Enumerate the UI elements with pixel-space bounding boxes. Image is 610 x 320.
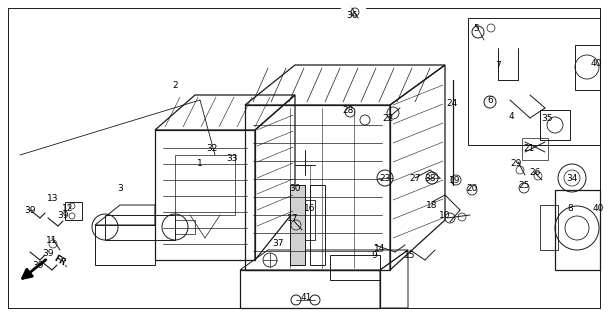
Text: 41: 41 bbox=[300, 292, 312, 301]
Text: 6: 6 bbox=[487, 95, 493, 105]
Text: 22: 22 bbox=[382, 114, 393, 123]
Text: 17: 17 bbox=[287, 213, 299, 222]
Text: FR.: FR. bbox=[52, 254, 70, 270]
Text: 16: 16 bbox=[304, 204, 316, 212]
Text: 14: 14 bbox=[375, 244, 386, 252]
Text: 38: 38 bbox=[424, 173, 436, 182]
Text: 9: 9 bbox=[371, 252, 377, 260]
Text: 26: 26 bbox=[529, 167, 540, 177]
Text: 32: 32 bbox=[206, 143, 218, 153]
Text: 29: 29 bbox=[511, 158, 522, 167]
Text: 13: 13 bbox=[47, 194, 59, 203]
Text: 24: 24 bbox=[447, 99, 458, 108]
Text: 39: 39 bbox=[24, 205, 36, 214]
Text: 23: 23 bbox=[379, 173, 390, 182]
Polygon shape bbox=[290, 185, 305, 265]
Text: 39: 39 bbox=[32, 260, 44, 269]
Text: 8: 8 bbox=[567, 204, 573, 212]
Text: 4: 4 bbox=[508, 111, 514, 121]
Text: 35: 35 bbox=[541, 114, 553, 123]
Text: 33: 33 bbox=[226, 154, 238, 163]
Text: 39: 39 bbox=[57, 211, 69, 220]
Text: 19: 19 bbox=[449, 175, 461, 185]
Text: 10: 10 bbox=[439, 211, 451, 220]
Text: 18: 18 bbox=[426, 201, 438, 210]
Text: 21: 21 bbox=[523, 143, 535, 153]
Text: 40: 40 bbox=[590, 59, 601, 68]
Text: 34: 34 bbox=[566, 173, 578, 182]
Text: 7: 7 bbox=[495, 60, 501, 69]
Text: 1: 1 bbox=[197, 158, 203, 167]
Text: 40: 40 bbox=[592, 204, 604, 212]
Text: 37: 37 bbox=[272, 238, 284, 247]
Text: 12: 12 bbox=[62, 204, 74, 212]
Text: 2: 2 bbox=[172, 81, 178, 90]
Text: 27: 27 bbox=[409, 173, 421, 182]
Text: 25: 25 bbox=[518, 180, 529, 189]
Text: 11: 11 bbox=[46, 236, 58, 244]
Text: 28: 28 bbox=[342, 106, 354, 115]
Text: 20: 20 bbox=[466, 183, 478, 193]
Text: 15: 15 bbox=[404, 252, 416, 260]
Text: 30: 30 bbox=[289, 183, 301, 193]
Text: 3: 3 bbox=[117, 183, 123, 193]
Text: 39: 39 bbox=[42, 249, 54, 258]
Text: 5: 5 bbox=[473, 23, 479, 33]
Text: 36: 36 bbox=[346, 11, 357, 20]
